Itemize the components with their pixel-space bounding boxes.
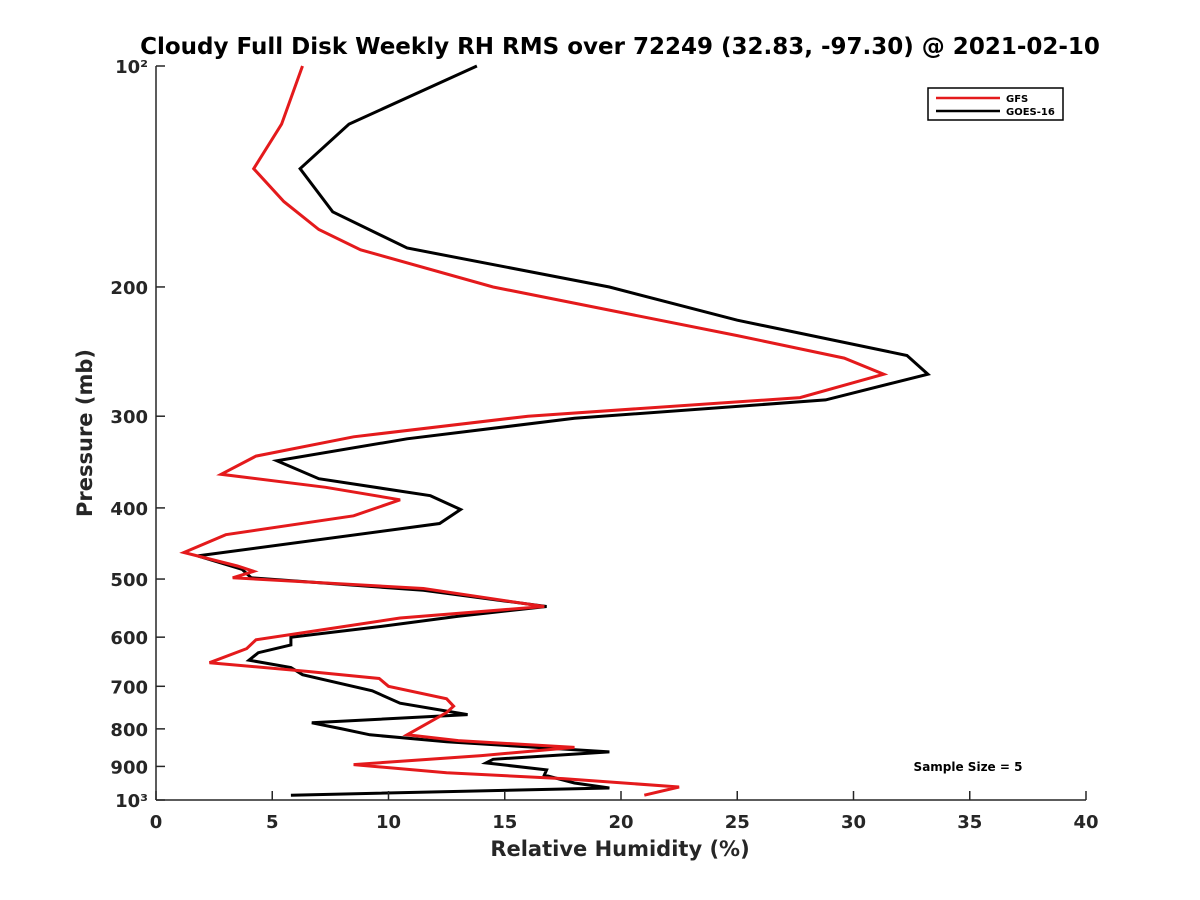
chart-title: Cloudy Full Disk Weekly RH RMS over 7224… — [140, 34, 1100, 60]
y-tick-label: 800 — [110, 720, 148, 741]
legend-box — [927, 87, 1064, 121]
series-line-gfs — [179, 65, 889, 797]
y-tick-label: 300 — [110, 407, 148, 428]
x-tick-label: 40 — [1073, 812, 1098, 833]
x-tick-label: 10 — [376, 812, 401, 833]
y-tick-label: 700 — [110, 677, 148, 698]
y-tick-label: 10³ — [115, 791, 148, 812]
axes-layer: 0 5 10 15 20 25 30 35 40 10² 200 300 400 500 600 700 800… — [110, 57, 1098, 833]
x-tick-label: 15 — [492, 812, 517, 833]
x-axis-label: Relative Humidity (%) — [490, 837, 749, 861]
x-tick-label: 25 — [725, 812, 750, 833]
x-tick-label: 30 — [841, 812, 866, 833]
x-tick-label: 0 — [150, 812, 163, 833]
x-tick-label: 20 — [608, 812, 633, 833]
legend-label: GOES-16 — [1006, 107, 1055, 118]
y-tick-label: 10² — [115, 57, 148, 78]
sample-size-annotation: Sample Size = 5 — [914, 760, 1023, 774]
legend-label: GFS — [1006, 94, 1028, 105]
y-tick-label: 400 — [110, 499, 148, 520]
y-tick-label: 200 — [110, 278, 148, 299]
series-layer — [179, 64, 932, 797]
x-tick-label: 35 — [957, 812, 982, 833]
y-axis-label: Pressure (mb) — [73, 349, 97, 517]
y-tick-label: 900 — [110, 757, 148, 778]
y-tick-label: 600 — [110, 628, 148, 649]
x-tick-label: 5 — [266, 812, 279, 833]
y-tick-label: 500 — [110, 570, 148, 591]
legend: GFS GOES-16 — [927, 87, 1064, 121]
